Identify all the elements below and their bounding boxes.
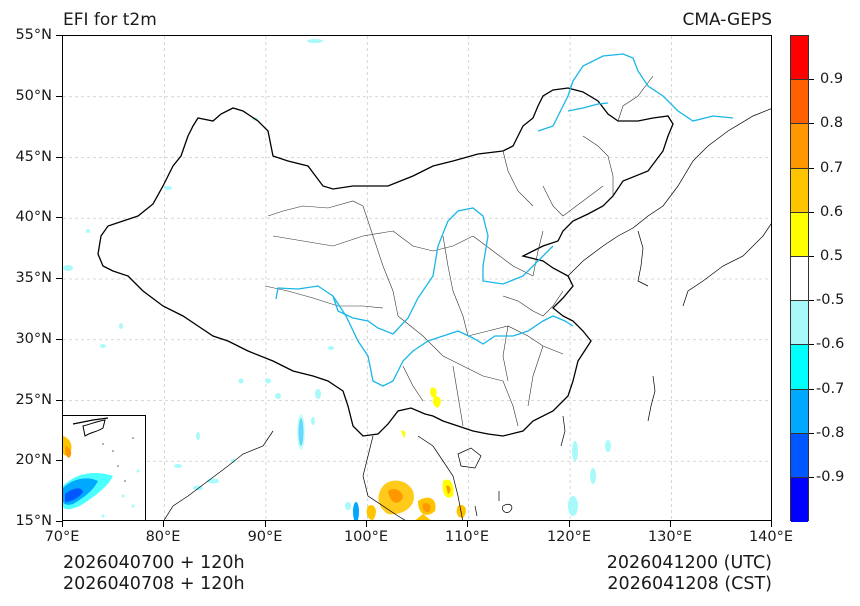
y-tick-label: 50°N — [15, 88, 52, 104]
colorbar-tick — [809, 256, 814, 257]
y-tick — [56, 35, 62, 37]
init-time-block: 2026040700 + 120h 2026040708 + 120h — [63, 553, 245, 595]
x-tick-label: 90°E — [247, 529, 283, 545]
colorbar-label: -0.7 — [816, 381, 845, 397]
init-time-cst: 2026040708 + 120h — [63, 574, 245, 594]
y-tick-label: 35°N — [15, 270, 52, 286]
colorbar-label: -0.9 — [816, 469, 845, 485]
efi-positive-area — [366, 387, 466, 520]
x-tick-label: 140°E — [748, 529, 794, 545]
y-tick — [56, 521, 62, 523]
x-tick — [771, 521, 773, 527]
x-tick-label: 100°E — [343, 529, 389, 545]
china-border — [97, 87, 674, 437]
y-tick — [56, 96, 62, 98]
y-tick-label: 15°N — [15, 513, 52, 529]
y-tick-label: 20°N — [15, 452, 52, 468]
colorbar-label: 0.5 — [820, 248, 844, 264]
x-tick — [467, 521, 469, 527]
valid-time-block: 2026041200 (UTC) 2026041208 (CST) — [607, 553, 772, 595]
colorbar-tick — [809, 212, 814, 213]
rivers — [275, 53, 734, 387]
y-tick-label: 30°N — [15, 331, 52, 347]
colorbar-bin — [791, 256, 808, 302]
colorbar-label: 0.9 — [820, 71, 844, 87]
x-tick-label: 120°E — [546, 529, 592, 545]
y-tick — [56, 217, 62, 219]
colorbar-bin — [791, 345, 808, 390]
x-tick — [265, 521, 267, 527]
colorbar-label: -0.6 — [816, 336, 845, 352]
colorbar-bin — [791, 80, 808, 125]
inset-map — [62, 415, 146, 521]
y-tick — [56, 278, 62, 280]
valid-time-cst: 2026041208 (CST) — [607, 574, 772, 594]
x-tick-label: 110°E — [444, 529, 490, 545]
x-tick — [366, 521, 368, 527]
colorbar-label: 0.7 — [820, 160, 844, 176]
colorbar — [790, 35, 809, 522]
colorbar-bin — [791, 212, 808, 257]
colorbar-tick — [809, 477, 814, 478]
init-time-utc: 2026040700 + 120h — [63, 553, 245, 573]
y-tick — [56, 339, 62, 341]
colorbar-label: -0.8 — [816, 425, 845, 441]
x-tick-label: 130°E — [647, 529, 693, 545]
x-tick-label: 80°E — [145, 529, 181, 545]
colorbar-bin — [791, 36, 808, 81]
coastlines — [163, 108, 771, 520]
colorbar-bin — [791, 433, 808, 478]
colorbar-tick — [809, 168, 814, 169]
map-canvas — [63, 36, 771, 520]
colorbar-tick — [809, 344, 814, 345]
valid-time-utc: 2026041200 (UTC) — [606, 553, 772, 573]
colorbar-bin — [791, 389, 808, 434]
colorbar-tick — [809, 123, 814, 124]
y-tick-label: 40°N — [15, 209, 52, 225]
colorbar-bin — [791, 477, 808, 522]
y-tick-label: 25°N — [15, 392, 52, 408]
y-tick — [56, 400, 62, 402]
colorbar-label: -0.5 — [816, 292, 845, 308]
y-tick — [56, 157, 62, 159]
map-plot-area — [62, 35, 772, 521]
colorbar-label: 0.8 — [820, 115, 844, 131]
graticule — [63, 36, 771, 520]
colorbar-bin — [791, 168, 808, 213]
model-name: CMA-GEPS — [682, 10, 772, 30]
x-tick-label: 70°E — [44, 529, 80, 545]
x-tick — [163, 521, 165, 527]
colorbar-bin — [791, 124, 808, 169]
x-tick — [670, 521, 672, 527]
colorbar-tick — [809, 300, 814, 301]
province-boundaries — [264, 75, 654, 427]
colorbar-bin — [791, 301, 808, 346]
y-tick — [56, 460, 62, 462]
colorbar-tick — [809, 433, 814, 434]
chart-title: EFI for t2m — [63, 10, 157, 30]
colorbar-tick — [809, 79, 814, 80]
y-tick-label: 55°N — [15, 27, 52, 43]
colorbar-tick — [809, 389, 814, 390]
y-tick-label: 45°N — [15, 149, 52, 165]
x-tick — [62, 521, 64, 527]
x-tick — [569, 521, 571, 527]
colorbar-label: 0.6 — [820, 204, 844, 220]
